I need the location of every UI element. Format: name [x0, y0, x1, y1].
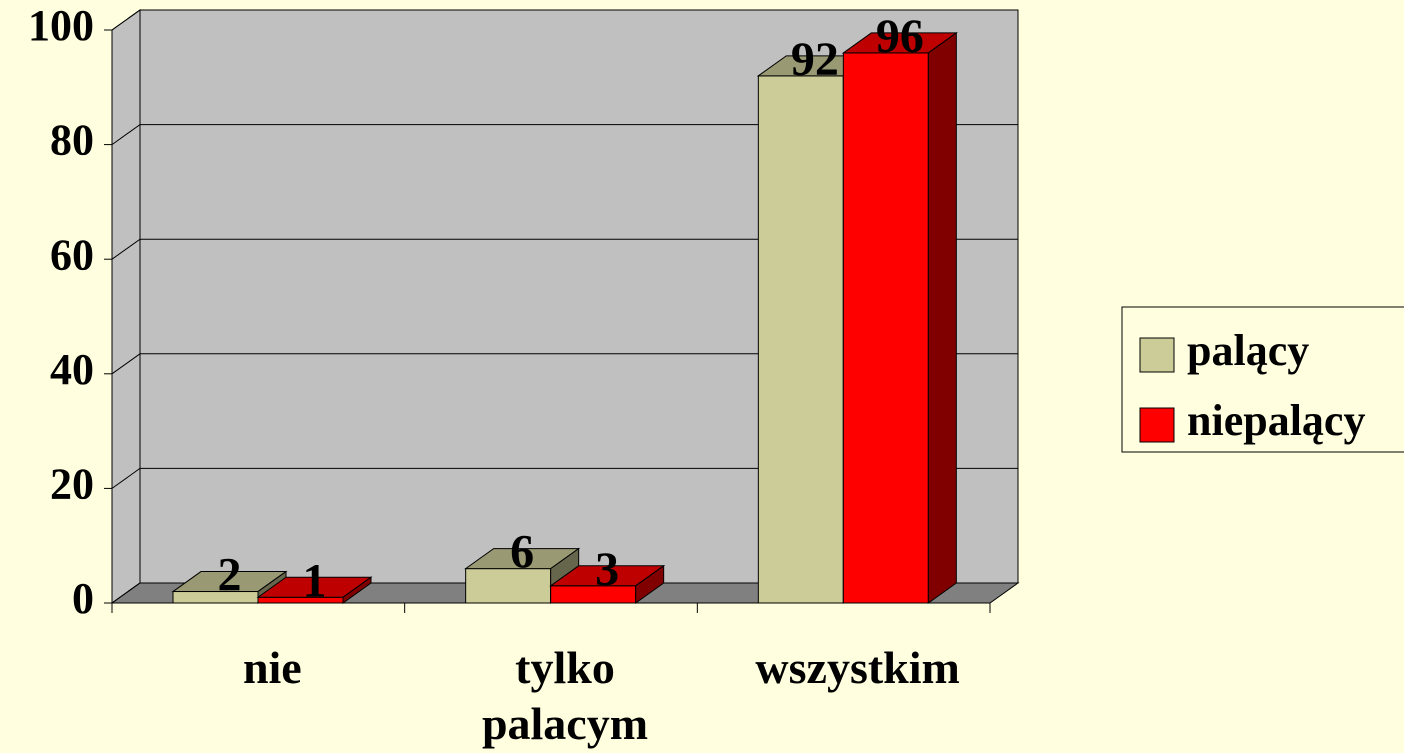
value-label: 6 [510, 526, 534, 579]
grid-line [111, 467, 1018, 489]
bar [550, 585, 637, 604]
value-label: 1 [303, 554, 327, 607]
grid-line [111, 582, 1018, 604]
legend-label: palący [1187, 326, 1309, 375]
bar-side [927, 31, 957, 604]
bar [172, 591, 259, 604]
value-label: 96 [876, 10, 924, 63]
x-tick-label: nie [242, 642, 302, 693]
legend-label: niepalący [1187, 396, 1365, 445]
bar [465, 568, 552, 604]
legend-swatch [1139, 407, 1175, 443]
side-wall [111, 9, 141, 604]
bar [257, 596, 344, 604]
grid-line [111, 124, 1018, 146]
x-tick-label: wszystkim [755, 642, 960, 693]
bar-side [635, 564, 665, 604]
bar [842, 52, 929, 604]
x-tick-label: tylko palacym [481, 642, 649, 749]
value-label: 3 [595, 543, 619, 596]
legend-swatch [1139, 337, 1175, 373]
y-tick-label: 80 [50, 116, 94, 165]
bar [757, 75, 844, 604]
grid-line [111, 353, 1018, 375]
grid-line [111, 238, 1018, 260]
value-label: 92 [791, 33, 839, 86]
bar-side [342, 576, 372, 604]
y-tick-label: 20 [50, 459, 94, 508]
grid-line [111, 9, 1018, 31]
y-tick-label: 0 [72, 574, 94, 623]
y-tick-label: 60 [50, 230, 94, 279]
y-tick-label: 40 [50, 345, 94, 394]
value-label: 2 [218, 549, 242, 602]
y-tick-label: 100 [28, 1, 94, 50]
